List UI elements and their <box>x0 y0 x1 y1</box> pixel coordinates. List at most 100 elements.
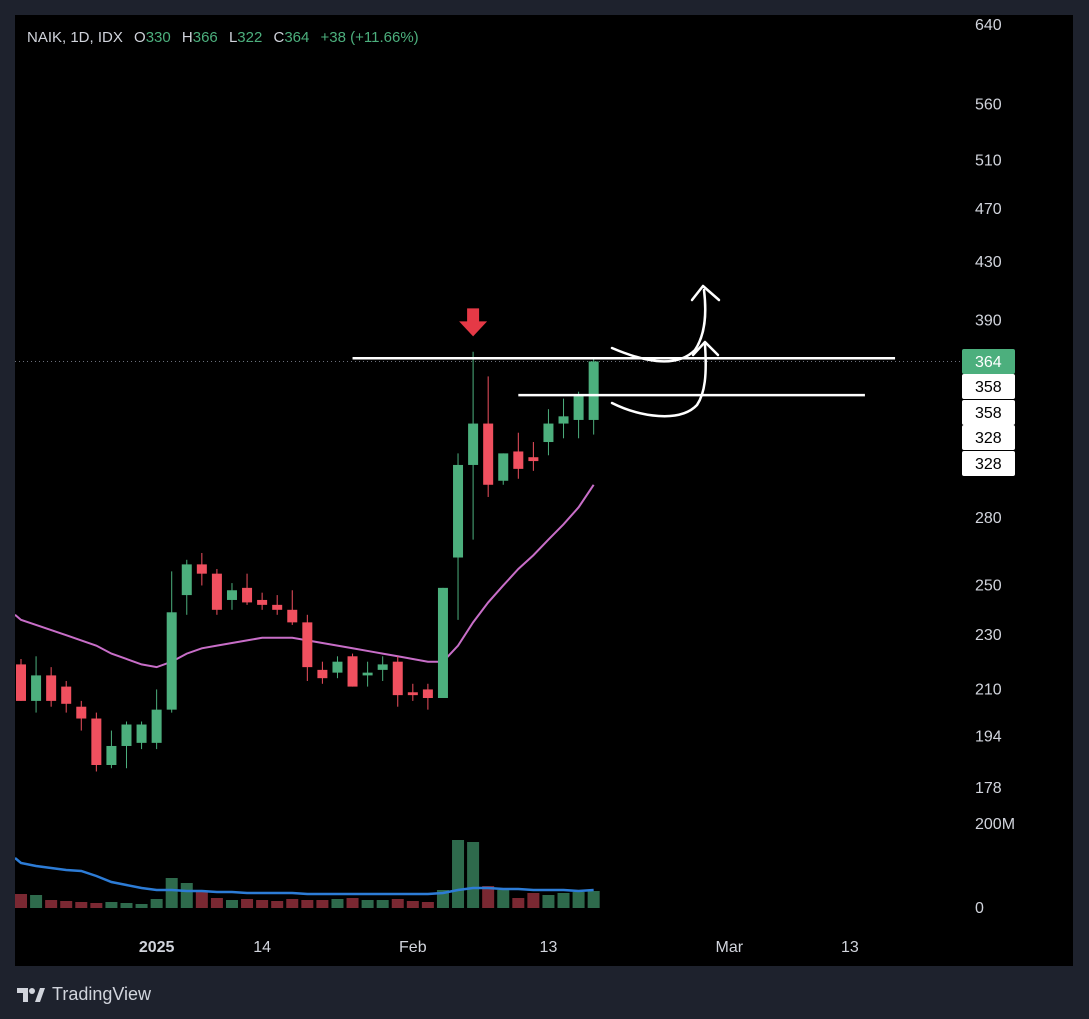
candle-body <box>588 361 599 420</box>
y-axis-tick-label: 194 <box>975 729 1002 746</box>
candle-body <box>46 675 57 701</box>
candle-body <box>211 573 222 610</box>
price-label-text: 328 <box>975 430 1002 447</box>
candle-body <box>166 612 177 710</box>
arrowhead-icon <box>690 284 721 302</box>
chart-canvas[interactable]: 640 560 510 470 430 390 280 250 230 210 194 178 200M… <box>15 15 1073 966</box>
candle-body <box>528 457 539 462</box>
volume-bar <box>286 899 299 908</box>
candle-body <box>302 622 313 668</box>
x-axis-tick-label: 13 <box>540 939 558 956</box>
volume-bar <box>30 895 43 908</box>
volume-bar <box>301 900 314 908</box>
symbol-legend: NAIK, 1D, IDX O330 H366 L322 C364 +38 (+… <box>27 29 419 46</box>
candle-body <box>31 675 42 701</box>
volume-bar <box>256 900 269 908</box>
x-axis-tick-label: Mar <box>716 939 744 956</box>
volume-bar <box>75 902 88 908</box>
candle-body <box>483 423 494 485</box>
y-axis-tick-label: 210 <box>975 681 1002 698</box>
price-label-tag <box>962 400 1015 425</box>
volume-bar <box>421 902 434 908</box>
arrowhead-icon <box>691 340 720 357</box>
down-arrow-icon <box>459 308 488 337</box>
price-label-tag <box>962 451 1015 476</box>
volume-bar <box>497 890 510 908</box>
high-value: 366 <box>192 29 218 46</box>
volume-axis-max-label: 200M <box>975 816 1015 833</box>
y-axis-tick-label: 250 <box>975 577 1002 594</box>
price-label-text: 328 <box>975 456 1002 473</box>
candle-body <box>543 423 554 443</box>
open-value: 330 <box>145 29 171 46</box>
volume-bar <box>120 903 133 908</box>
brand-name: TradingView <box>52 983 152 1004</box>
candle-body <box>573 395 584 420</box>
volume-bar <box>180 883 193 908</box>
volume-bar <box>482 886 495 908</box>
tradingview-logo-icon <box>17 988 45 1002</box>
y-axis-tick-label: 640 <box>975 17 1002 34</box>
candle-body <box>407 692 418 696</box>
volume-bar <box>436 890 449 908</box>
volume-bar <box>225 900 238 908</box>
price-label-text: 358 <box>975 379 1002 396</box>
volume-bar <box>452 840 465 908</box>
volume-bar <box>15 894 27 908</box>
candle-body <box>257 599 268 605</box>
volume-ma-line <box>15 857 594 896</box>
open-label: O <box>134 29 146 46</box>
candle-body <box>106 745 117 766</box>
candle-body <box>91 718 102 766</box>
volume-bar <box>557 893 570 908</box>
volume-bar <box>467 842 480 908</box>
candle-body <box>422 689 433 699</box>
candle-body <box>392 661 403 696</box>
candle-body <box>196 564 207 574</box>
volume-bar <box>376 900 389 908</box>
x-axis-tick-label: 14 <box>253 939 271 956</box>
y-axis-tick-label: 430 <box>975 254 1002 271</box>
symbol-title[interactable]: NAIK, 1D, IDX <box>27 29 123 46</box>
volume-bar <box>512 898 525 908</box>
volume-bar <box>135 904 148 908</box>
candle-body <box>16 664 26 701</box>
volume-bar <box>361 900 374 908</box>
volume-bar <box>60 901 73 908</box>
y-axis-tick-label: 280 <box>975 510 1002 527</box>
x-axis-tick-label: 2025 <box>139 939 175 956</box>
volume-bar <box>331 899 344 908</box>
y-axis-tick-label: 510 <box>975 152 1002 169</box>
candle-body <box>226 590 237 600</box>
candle-body <box>558 416 569 424</box>
low-label: L <box>228 29 238 46</box>
upward-curve-arrow-icon <box>610 343 707 418</box>
volume-bar <box>391 899 404 908</box>
y-axis-tick-label: 230 <box>975 627 1002 644</box>
moving-average-line <box>15 484 595 669</box>
y-axis-tick-label: 470 <box>975 201 1002 218</box>
close-value: 364 <box>284 29 310 46</box>
candle-body <box>151 709 162 743</box>
price-label-tag <box>962 374 1015 399</box>
volume-bar <box>241 899 254 908</box>
y-axis-tick-label: 178 <box>975 780 1002 797</box>
volume-bar <box>271 901 284 908</box>
candle-body <box>76 706 87 719</box>
candle-body <box>362 672 373 676</box>
high-label: H <box>181 29 193 46</box>
volume-bar <box>165 878 178 908</box>
volume-bar <box>587 891 600 908</box>
candle-body <box>513 451 524 469</box>
volume-bar <box>195 892 208 908</box>
footer-brand[interactable]: TradingView <box>16 983 151 1005</box>
x-axis-tick-label: 13 <box>841 939 859 956</box>
y-axis-tick-label: 560 <box>975 97 1002 114</box>
volume-bar <box>316 900 329 908</box>
candle-body <box>242 587 253 603</box>
candle-body <box>287 609 298 623</box>
volume-bar <box>210 898 223 908</box>
volume-bar <box>346 898 359 908</box>
volume-bar <box>90 903 103 908</box>
candle-body <box>181 564 192 596</box>
